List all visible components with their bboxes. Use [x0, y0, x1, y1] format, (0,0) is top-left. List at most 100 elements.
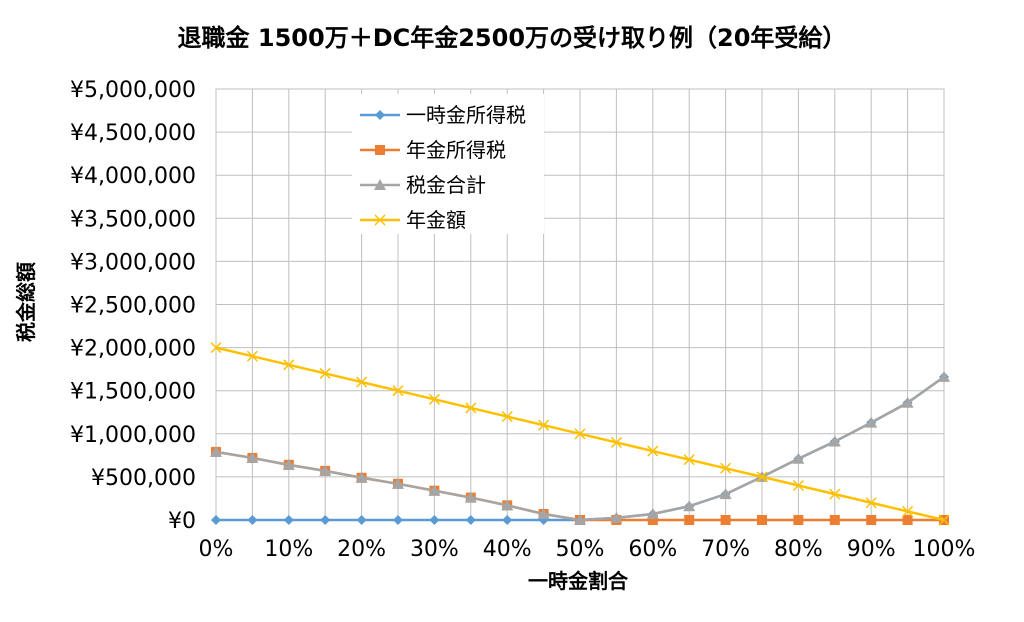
data-point [356, 515, 367, 525]
data-point [865, 497, 877, 509]
x-tick-label: 90% [847, 537, 896, 562]
x-marker-stroke [283, 359, 295, 371]
x-marker-stroke [938, 514, 950, 526]
x-axis-ticks: 0% 10% 20% 30% 40% 50% 60% 70% 80% 90% 100% [199, 537, 976, 562]
data-point [465, 515, 476, 525]
data-point [902, 505, 914, 517]
data-point [793, 515, 804, 525]
data-point [792, 479, 804, 492]
x-marker-stroke [829, 488, 841, 500]
data-point [283, 359, 295, 371]
x-marker-stroke [647, 445, 659, 457]
x-marker-stroke [538, 419, 550, 431]
x-marker-stroke [720, 462, 732, 474]
legend-item: 一時金所得税 [360, 103, 526, 127]
y-tick-label: ¥1,500,000 [70, 380, 196, 405]
x-marker-stroke [356, 376, 368, 388]
legend-label: 年金額 [406, 208, 466, 232]
y-axis-label: 税金総額 [14, 262, 38, 342]
data-point [247, 515, 258, 525]
x-tick-label: 20% [337, 537, 386, 562]
data-point [319, 464, 332, 476]
data-point [355, 471, 368, 483]
data-point [829, 488, 841, 500]
legend-marker [374, 179, 386, 190]
x-marker-stroke [902, 505, 914, 517]
x-tick-label: 80% [774, 537, 823, 562]
y-tick-label: ¥2,000,000 [70, 337, 196, 362]
data-point [684, 515, 695, 525]
x-marker-stroke [865, 497, 877, 509]
x-marker-stroke [574, 428, 586, 440]
data-point [392, 385, 404, 397]
legend-item: 年金所得税 [360, 138, 506, 162]
legend-marker [374, 214, 386, 226]
data-point [393, 515, 403, 525]
data-point [465, 402, 477, 414]
x-tick-label: 50% [556, 537, 605, 562]
data-point [902, 515, 913, 525]
x-marker-stroke [428, 393, 440, 405]
x-marker-stroke [319, 367, 331, 379]
data-point [320, 515, 331, 525]
data-point [246, 451, 259, 463]
x-marker-stroke [392, 385, 404, 397]
y-axis-ticks: ¥0 ¥500,000 ¥1,000,000 ¥1,500,000 ¥2,000,000… [70, 78, 196, 534]
data-point [792, 452, 805, 464]
legend-label: 年金所得税 [406, 138, 506, 162]
legend-item: 年金額 [360, 208, 466, 232]
data-point [501, 411, 513, 423]
x-marker-stroke [501, 411, 513, 423]
x-marker-stroke [210, 342, 222, 354]
legend-label: 税金合計 [406, 173, 486, 197]
x-tick-label: 0% [199, 537, 234, 562]
legend-marker [375, 110, 385, 120]
data-point [574, 514, 586, 525]
y-tick-label: ¥4,500,000 [70, 121, 196, 146]
data-point [647, 445, 659, 457]
legend-box [352, 94, 544, 234]
data-point [757, 515, 767, 525]
data-point [866, 515, 877, 525]
x-marker-stroke [683, 454, 695, 466]
x-tick-label: 100% [913, 537, 976, 562]
x-tick-label: 40% [483, 537, 532, 562]
data-point [719, 488, 732, 500]
data-point [683, 500, 696, 512]
data-point [428, 484, 441, 496]
x-marker-stroke [465, 402, 477, 414]
data-point [574, 428, 586, 440]
data-point [828, 435, 841, 447]
y-tick-label: ¥5,000,000 [70, 78, 196, 103]
data-point [210, 342, 222, 354]
x-axis-label: 一時金割合 [528, 569, 629, 593]
grid [215, 88, 945, 521]
data-point [720, 515, 731, 525]
data-point [283, 515, 294, 525]
data-point [392, 477, 404, 489]
legend-marker [375, 145, 385, 155]
x-marker-stroke [756, 471, 768, 483]
x-tick-label: 10% [264, 537, 313, 562]
data-point [319, 367, 331, 379]
y-tick-label: ¥1,000,000 [70, 423, 196, 448]
x-tick-label: 30% [410, 537, 459, 562]
legend-label: 一時金所得税 [406, 103, 526, 127]
y-tick-label: ¥500,000 [91, 466, 196, 491]
data-point [720, 462, 732, 474]
data-point [538, 419, 550, 431]
x-marker-stroke [246, 350, 258, 362]
data-point [647, 515, 658, 525]
data-point [756, 471, 768, 483]
data-point [211, 515, 221, 525]
data-point [683, 454, 695, 466]
data-point [610, 436, 622, 448]
x-marker-stroke [792, 479, 804, 492]
series-4 [210, 342, 950, 526]
chart-title: 退職金 1500万＋DC年金2500万の受け取り例（20年受給） [178, 24, 847, 52]
data-point [464, 491, 477, 503]
x-tick-label: 70% [701, 537, 750, 562]
data-point [938, 514, 950, 526]
